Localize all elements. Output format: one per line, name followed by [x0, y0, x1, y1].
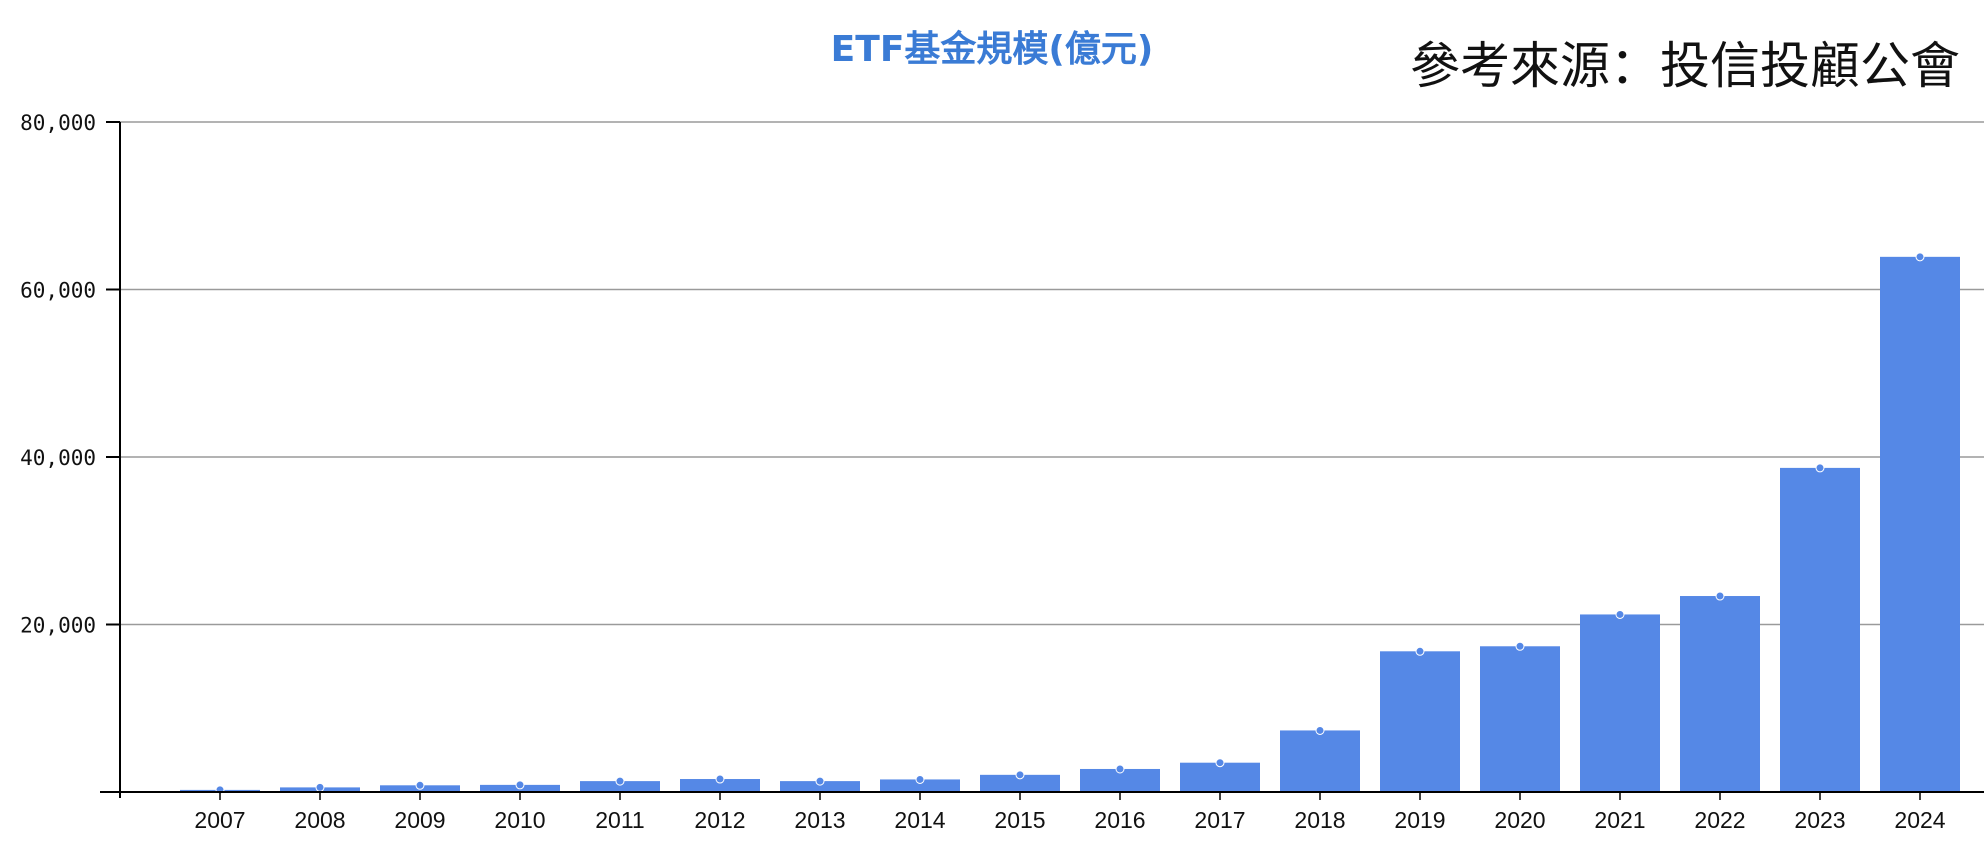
bar-marker — [1615, 609, 1625, 619]
x-tick-label: 2014 — [894, 807, 945, 833]
x-tick-label: 2017 — [1194, 807, 1245, 833]
y-tick-label: 40,000 — [20, 446, 96, 470]
bar-2020 — [1480, 646, 1560, 792]
x-tick-label: 2019 — [1394, 807, 1445, 833]
bar-marker — [1115, 764, 1125, 774]
y-tick-label: 20,000 — [20, 614, 96, 638]
bar-2021 — [1580, 614, 1660, 792]
y-tick-label: 60,000 — [20, 279, 96, 303]
bar-2023 — [1780, 467, 1860, 792]
bar-marker — [1515, 641, 1525, 651]
x-tick-label: 2024 — [1894, 807, 1945, 833]
bars — [180, 256, 1960, 792]
x-tick-label: 2011 — [595, 807, 644, 833]
bar-2024 — [1880, 256, 1960, 792]
bar-top-markers — [215, 252, 1925, 795]
bar-marker — [815, 776, 825, 786]
bar-marker — [315, 782, 325, 792]
x-tick-label: 2015 — [994, 807, 1045, 833]
bar-2018 — [1280, 730, 1360, 792]
x-tick-labels: 2007 2008 2009 2010 2011 2012 2013 2014 2015 2016… — [194, 792, 1946, 833]
x-tick-label: 2013 — [794, 807, 845, 833]
bar-marker — [515, 780, 525, 790]
x-tick-label: 2022 — [1694, 807, 1745, 833]
x-tick-label: 2016 — [1094, 807, 1145, 833]
y-tick-labels: 80,000 60,000 40,000 20,000 — [20, 111, 120, 638]
bar-2019 — [1380, 651, 1460, 792]
x-tick-label: 2008 — [294, 807, 345, 833]
x-tick-label: 2010 — [494, 807, 545, 833]
bar-marker — [1315, 725, 1325, 735]
bar-marker — [915, 774, 925, 784]
bar-marker — [415, 780, 425, 790]
chart-title: ETF基金規模(億元) — [830, 29, 1154, 70]
bar-2013 — [780, 781, 860, 792]
gridlines — [120, 121, 1984, 626]
axes — [100, 122, 1984, 798]
x-tick-label: 2012 — [694, 807, 745, 833]
bar-2011 — [580, 781, 660, 792]
bar-marker — [1715, 591, 1725, 601]
x-tick-label: 2020 — [1494, 807, 1545, 833]
bar-marker — [1915, 252, 1925, 262]
bar-2017 — [1180, 762, 1260, 792]
bar-2014 — [880, 779, 960, 792]
x-tick-label: 2007 — [194, 807, 245, 833]
bar-marker — [615, 776, 625, 786]
bar-marker — [1415, 646, 1425, 656]
x-tick-label: 2018 — [1294, 807, 1345, 833]
y-tick-label: 80,000 — [20, 111, 96, 135]
x-tick-label: 2021 — [1594, 807, 1645, 833]
bar-marker — [1215, 758, 1225, 768]
bar-2022 — [1680, 596, 1760, 792]
source-note: 參考來源：投信投顧公會 — [1410, 37, 1960, 95]
x-tick-label: 2009 — [394, 807, 445, 833]
bar-marker — [1815, 463, 1825, 473]
bar-marker — [715, 774, 725, 784]
bar-2016 — [1080, 768, 1160, 792]
x-tick-label: 2023 — [1794, 807, 1845, 833]
bar-marker — [1015, 770, 1025, 780]
bar-2012 — [680, 779, 760, 792]
bar-2015 — [980, 774, 1060, 792]
